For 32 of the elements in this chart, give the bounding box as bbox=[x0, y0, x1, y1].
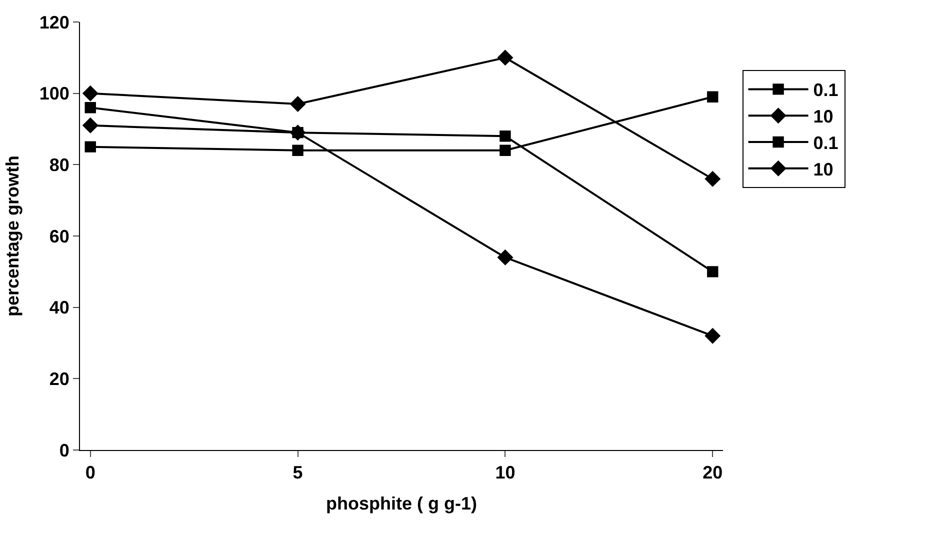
point bbox=[704, 328, 720, 344]
y-tick-label: 60 bbox=[49, 226, 70, 246]
point bbox=[290, 96, 306, 112]
x-tick-label: 10 bbox=[495, 462, 516, 483]
point bbox=[704, 171, 720, 187]
y-tick-label: 40 bbox=[49, 298, 70, 318]
x-tick-label: 5 bbox=[292, 462, 303, 483]
y-tick-label: 120 bbox=[39, 12, 70, 32]
x-tick-label: 20 bbox=[702, 462, 723, 483]
point bbox=[292, 144, 304, 156]
point bbox=[707, 91, 718, 102]
point bbox=[497, 50, 513, 66]
point bbox=[82, 118, 98, 134]
legend-label: 0.1 bbox=[813, 133, 838, 154]
y-axis-title: percentage growth bbox=[2, 155, 23, 317]
y-tick-label: 20 bbox=[49, 368, 70, 389]
point bbox=[500, 130, 511, 142]
point bbox=[82, 86, 98, 102]
point bbox=[84, 141, 96, 152]
point bbox=[500, 144, 511, 156]
point bbox=[290, 124, 306, 140]
x-axis-title: phosphite ( g g-1) bbox=[326, 494, 477, 514]
y-tick-label: 80 bbox=[49, 154, 70, 175]
y-tick-label: 0 bbox=[59, 440, 70, 460]
legend-label: 10 bbox=[813, 106, 834, 127]
x-tick-label: 0 bbox=[85, 462, 96, 483]
legend-label: 0.1 bbox=[813, 80, 838, 100]
point bbox=[707, 266, 718, 278]
y-tick-label: 100 bbox=[39, 84, 70, 104]
point bbox=[497, 250, 513, 266]
point bbox=[84, 102, 96, 114]
legend-label: 10 bbox=[813, 159, 834, 180]
